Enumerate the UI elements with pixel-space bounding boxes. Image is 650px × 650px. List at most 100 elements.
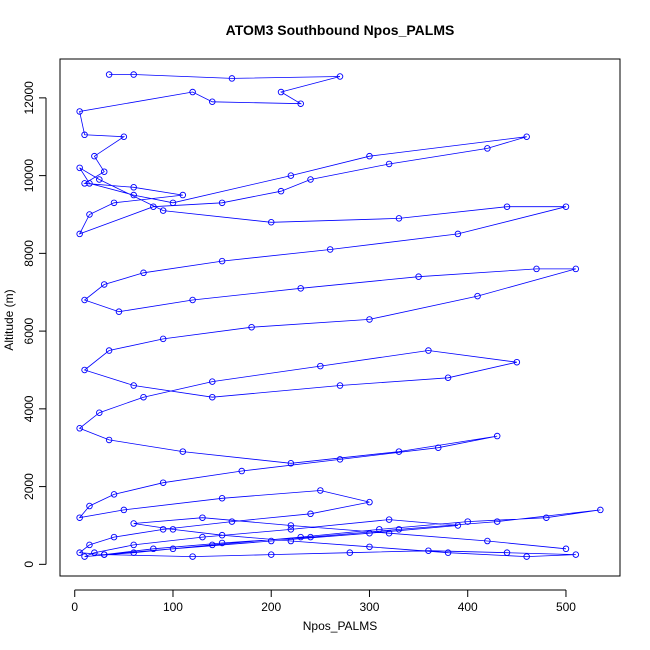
data-point (130, 549, 137, 556)
data-point (81, 296, 88, 304)
data-point (366, 498, 373, 506)
data-point (454, 522, 462, 529)
data-point (317, 487, 324, 494)
data-point (385, 160, 393, 168)
data-point (76, 549, 83, 556)
data-point (140, 393, 147, 401)
data-point (159, 479, 167, 486)
data-point (115, 308, 123, 315)
data-point (76, 230, 83, 238)
data-point (86, 211, 93, 218)
data-point (366, 529, 373, 537)
y-tick-label: 6000 (22, 317, 36, 344)
chart-title: ATOM3 Southbound Npos_PALMS (226, 22, 455, 38)
data-point (267, 551, 275, 558)
data-point (307, 533, 314, 541)
data-point (130, 382, 137, 389)
data-point (96, 176, 103, 183)
x-tick-label: 100 (163, 600, 183, 614)
data-point (120, 506, 128, 514)
data-point (159, 335, 167, 343)
data-point (395, 215, 403, 222)
data-point (287, 537, 295, 545)
data-point (209, 98, 216, 106)
data-point (169, 545, 177, 553)
data-point (189, 296, 196, 304)
data-point (238, 467, 246, 475)
data-point (267, 219, 275, 226)
data-point (484, 537, 491, 545)
data-point (199, 533, 206, 541)
data-point (493, 432, 501, 440)
data-point (503, 549, 511, 556)
data-point (81, 366, 88, 374)
plot-area: 0 100 200 300 400 500 0 2000 4000 6000 8000 10000 12… (22, 58, 621, 614)
data-point (474, 292, 481, 300)
data-point (287, 522, 295, 529)
data-point (86, 180, 93, 187)
data-point (130, 520, 137, 527)
data-point (493, 518, 501, 525)
data-point (277, 88, 285, 96)
series-line (78, 74, 601, 558)
data-point (523, 553, 530, 560)
data-point (96, 409, 103, 416)
data-point (100, 551, 108, 558)
data-point (267, 537, 275, 545)
data-point (218, 495, 226, 502)
data-point (120, 133, 128, 140)
data-point (169, 199, 177, 207)
data-point (100, 168, 108, 175)
data-point (572, 551, 580, 558)
data-point (199, 514, 206, 521)
data-point (503, 203, 511, 210)
data-point (395, 448, 403, 455)
data-point (130, 184, 137, 191)
y-tick-label: 2000 (22, 473, 36, 500)
data-point (464, 518, 471, 525)
data-point (105, 436, 113, 444)
x-tick-label: 500 (556, 600, 576, 614)
data-point (91, 549, 98, 556)
data-point (218, 539, 226, 547)
data-point (572, 265, 580, 273)
data-point (523, 133, 530, 140)
data-point (297, 100, 304, 107)
data-point (415, 273, 422, 280)
data-point (179, 448, 187, 455)
data-point (297, 533, 304, 541)
data-point (86, 502, 93, 510)
data-point (218, 257, 226, 265)
data-point (366, 316, 373, 323)
data-point (326, 246, 334, 253)
data-point (366, 152, 373, 160)
data-point (189, 88, 196, 96)
data-point (376, 526, 383, 533)
data-point (76, 164, 83, 172)
data-point (248, 323, 255, 331)
y-tick-label: 0 (22, 561, 36, 568)
x-tick-label: 0 (71, 600, 78, 614)
data-point (277, 187, 285, 195)
data-point (336, 382, 344, 389)
data-point (159, 526, 167, 533)
data-point (105, 347, 113, 354)
data-point (110, 199, 118, 207)
data-point (366, 543, 373, 551)
data-point (130, 541, 137, 549)
data-point (218, 531, 226, 539)
data-point (76, 425, 83, 432)
data-point (179, 191, 187, 199)
data-point (150, 545, 157, 553)
data-point (287, 460, 295, 467)
data-point (110, 491, 118, 498)
data-point (130, 191, 137, 199)
data-point (434, 444, 442, 451)
data-point (425, 347, 432, 354)
data-point (228, 75, 236, 82)
data-point (159, 207, 167, 214)
data-point (287, 172, 295, 179)
data-point (484, 145, 491, 152)
data-point (100, 281, 108, 288)
